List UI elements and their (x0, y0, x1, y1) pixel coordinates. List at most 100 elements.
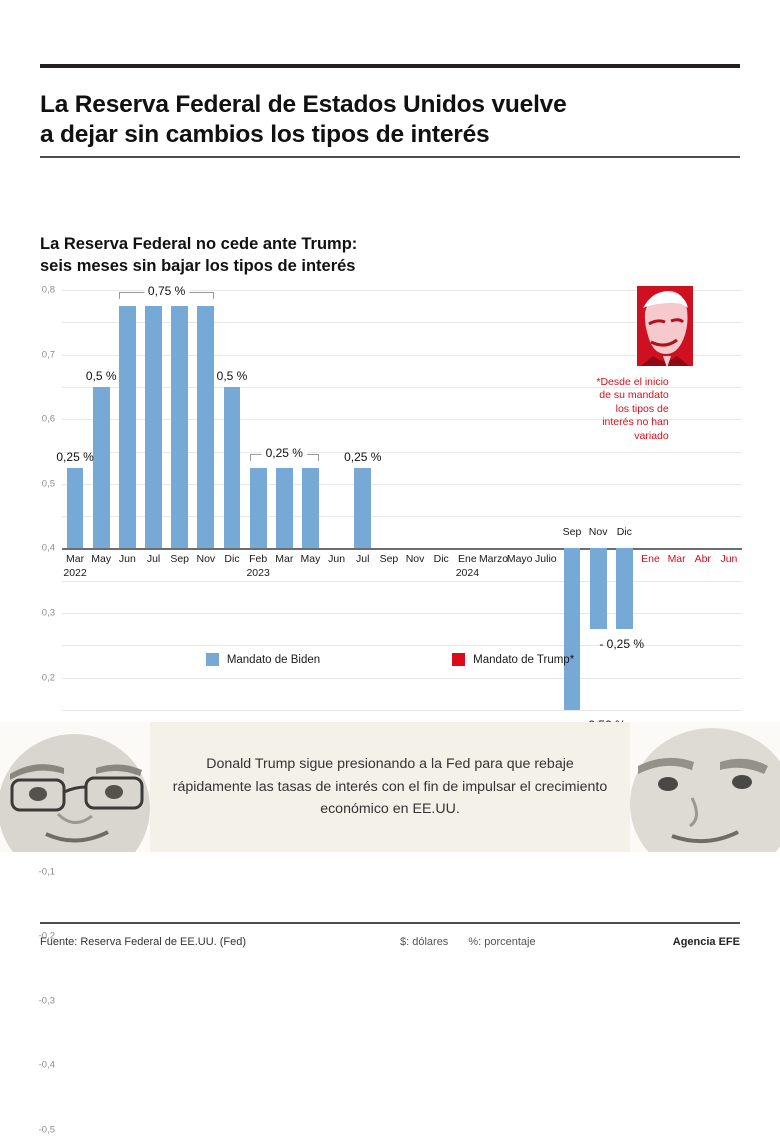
chart-bar (354, 467, 372, 549)
x-axis-tick: Jun (118, 553, 136, 566)
gridline: -0,5 (39, 710, 742, 1136)
footer-keys: $: dólares %: porcentaje (400, 936, 673, 948)
y-axis-tick: 0,8 (41, 284, 55, 296)
x-axis-tick: Ene 2024 (455, 553, 480, 579)
chart-bar (249, 467, 267, 549)
y-axis-tick: -0,5 (38, 1124, 55, 1136)
legend-item-trump: Mandato de Trump* (452, 653, 574, 666)
x-axis-tick: Nov (405, 553, 425, 566)
y-axis-tick: 0,3 (41, 607, 55, 619)
chart-bar (119, 306, 136, 549)
gridline: 0,7 (42, 322, 742, 360)
legend-swatch-biden (205, 653, 219, 666)
footer-divider (40, 922, 740, 924)
legend-swatch-trump (452, 653, 466, 666)
chart-bar (223, 386, 241, 549)
legend-item-biden: Mandato de Biden (205, 653, 321, 666)
value-label-nov-dic-2024: - 0,25 % (599, 637, 645, 652)
x-axis-tick: Nov (588, 526, 608, 539)
x-axis-tick: Mayo (506, 553, 533, 566)
x-axis-tick: Sep (170, 553, 190, 566)
x-axis-tick: Jun (720, 553, 738, 566)
x-axis-tick: Abr (694, 553, 711, 566)
x-axis-tick: Nov (196, 553, 216, 566)
gridline: 0,2 (42, 483, 742, 683)
infographic-page: La Reserva Federal de Estados Unidos vue… (0, 16, 780, 1136)
header-rule-top (0, 64, 780, 68)
x-axis-tick: Jun (328, 553, 346, 566)
trump-note: *Desde el inicio de su mandato los tipos… (596, 376, 669, 442)
subtitle-divider (40, 156, 740, 158)
x-axis-tick: Ene (641, 553, 660, 566)
footer-agency: Agencia EFE (672, 936, 740, 948)
y-axis-tick: 0,2 (41, 672, 55, 684)
gridline: 0,4 (42, 419, 742, 554)
y-axis-tick: 0,4 (41, 542, 55, 554)
page-title: La Reserva Federal de Estados Unidos vue… (40, 90, 780, 150)
subtitle-line-1: La Reserva Federal no cede ante Trump: (40, 235, 358, 253)
footer: Fuente: Reserva Federal de EE.UU. (Fed) … (40, 922, 740, 948)
chart-legend: Mandato de Biden Mandato de Trump* (0, 653, 780, 666)
x-axis-tick: Julio (535, 553, 557, 566)
x-axis-tick: Sep (379, 553, 399, 566)
chart-bar (275, 467, 293, 549)
value-label-may-2022: 0,5 % (85, 368, 117, 383)
gridline: -0,4 (39, 677, 742, 1071)
headline-line-1: La Reserva Federal de Estados Unidos vue… (40, 91, 567, 118)
chart-bar (171, 306, 189, 549)
header-rule-bottom (0, 156, 780, 158)
chart-plot-area: 0,8 0,7 0,6 0,5 0,4 0,3 0,20,10,0 -0,1 -0,2 -0,3 -… (39, 284, 742, 1136)
chart-title: La Reserva Federal no cede ante Trump: s… (40, 234, 780, 278)
x-axis-tick: Mar (275, 553, 294, 566)
value-075-label: 0,75 % (143, 284, 190, 299)
gridline: 0,6 (42, 354, 742, 425)
x-axis-tick: Jul (356, 553, 370, 566)
x-axis-tick: Dic (224, 553, 240, 566)
footer-row: Fuente: Reserva Federal de EE.UU. (Fed) … (40, 936, 740, 948)
x-axis-tick: Feb 2023 (246, 553, 270, 579)
x-axis-tick: Sep (562, 526, 582, 539)
footer-source: Fuente: Reserva Federal de EE.UU. (Fed) (40, 936, 247, 948)
quote-text: Donald Trump sigue presionando a la Fed … (172, 755, 608, 818)
chart-bar (302, 467, 319, 549)
gridline: 0,5 (42, 386, 742, 489)
value-025-2023-label: 0,25 % (261, 445, 307, 460)
gridline: 0,3 (42, 451, 742, 619)
y-axis-tick: -0,2 (38, 930, 55, 942)
subtitle-line-2: seis meses sin bajar los tipos de interé… (40, 256, 356, 275)
rate-chart: 0,8 0,7 0,6 0,5 0,4 0,3 0,20,10,0 -0,1 -0,2 -0,3 -… (0, 278, 780, 1136)
y-axis-tick: -0,1 (38, 866, 55, 878)
trump-portrait-icon (637, 286, 694, 366)
gridline: 0,8 (42, 285, 742, 296)
chart-bar (197, 306, 215, 549)
x-axis-tick: Jul (146, 553, 161, 566)
quote-panel: Donald Trump sigue presionando a la Fed … (150, 722, 630, 852)
powell-photo (0, 722, 160, 852)
top-divider (40, 64, 740, 68)
chart-bar (615, 548, 633, 630)
gridline: 0,1 (42, 516, 742, 748)
chart-bar (92, 386, 110, 549)
value-label-jul-2023: 0,25 % (344, 449, 382, 464)
x-axis-tick: Mar 2022 (63, 553, 87, 579)
y-axis-tick: -0,4 (38, 1059, 55, 1071)
y-axis-tick: 0,7 (41, 349, 55, 361)
legend-label-trump: Mandato de Trump* (473, 653, 575, 666)
headline-line-2: a dejar sin cambios los tipos de interés (40, 120, 490, 148)
x-axis-tick: May (300, 553, 321, 566)
footer-key-percent: %: porcentaje (468, 936, 536, 948)
value-label-dic-2022: 0,5 % (216, 368, 248, 383)
y-axis-tick: -0,3 (38, 995, 55, 1007)
quote-band: Donald Trump sigue presionando a la Fed … (0, 722, 780, 852)
chart-bar (589, 548, 607, 630)
x-axis-tick: Marzo (478, 553, 509, 566)
legend-label-biden: Mandato de Biden (226, 653, 321, 666)
chart-bar (145, 306, 162, 549)
x-axis-tick: May (91, 553, 112, 566)
gridline: -0,1 (39, 580, 742, 877)
gridline: -0,2 (39, 613, 742, 942)
chart-bar (66, 467, 84, 549)
x-axis-tick: Mar (667, 553, 686, 566)
x-axis-tick: Dic (616, 526, 632, 539)
axis-zero-line: 0,0 (42, 548, 742, 812)
